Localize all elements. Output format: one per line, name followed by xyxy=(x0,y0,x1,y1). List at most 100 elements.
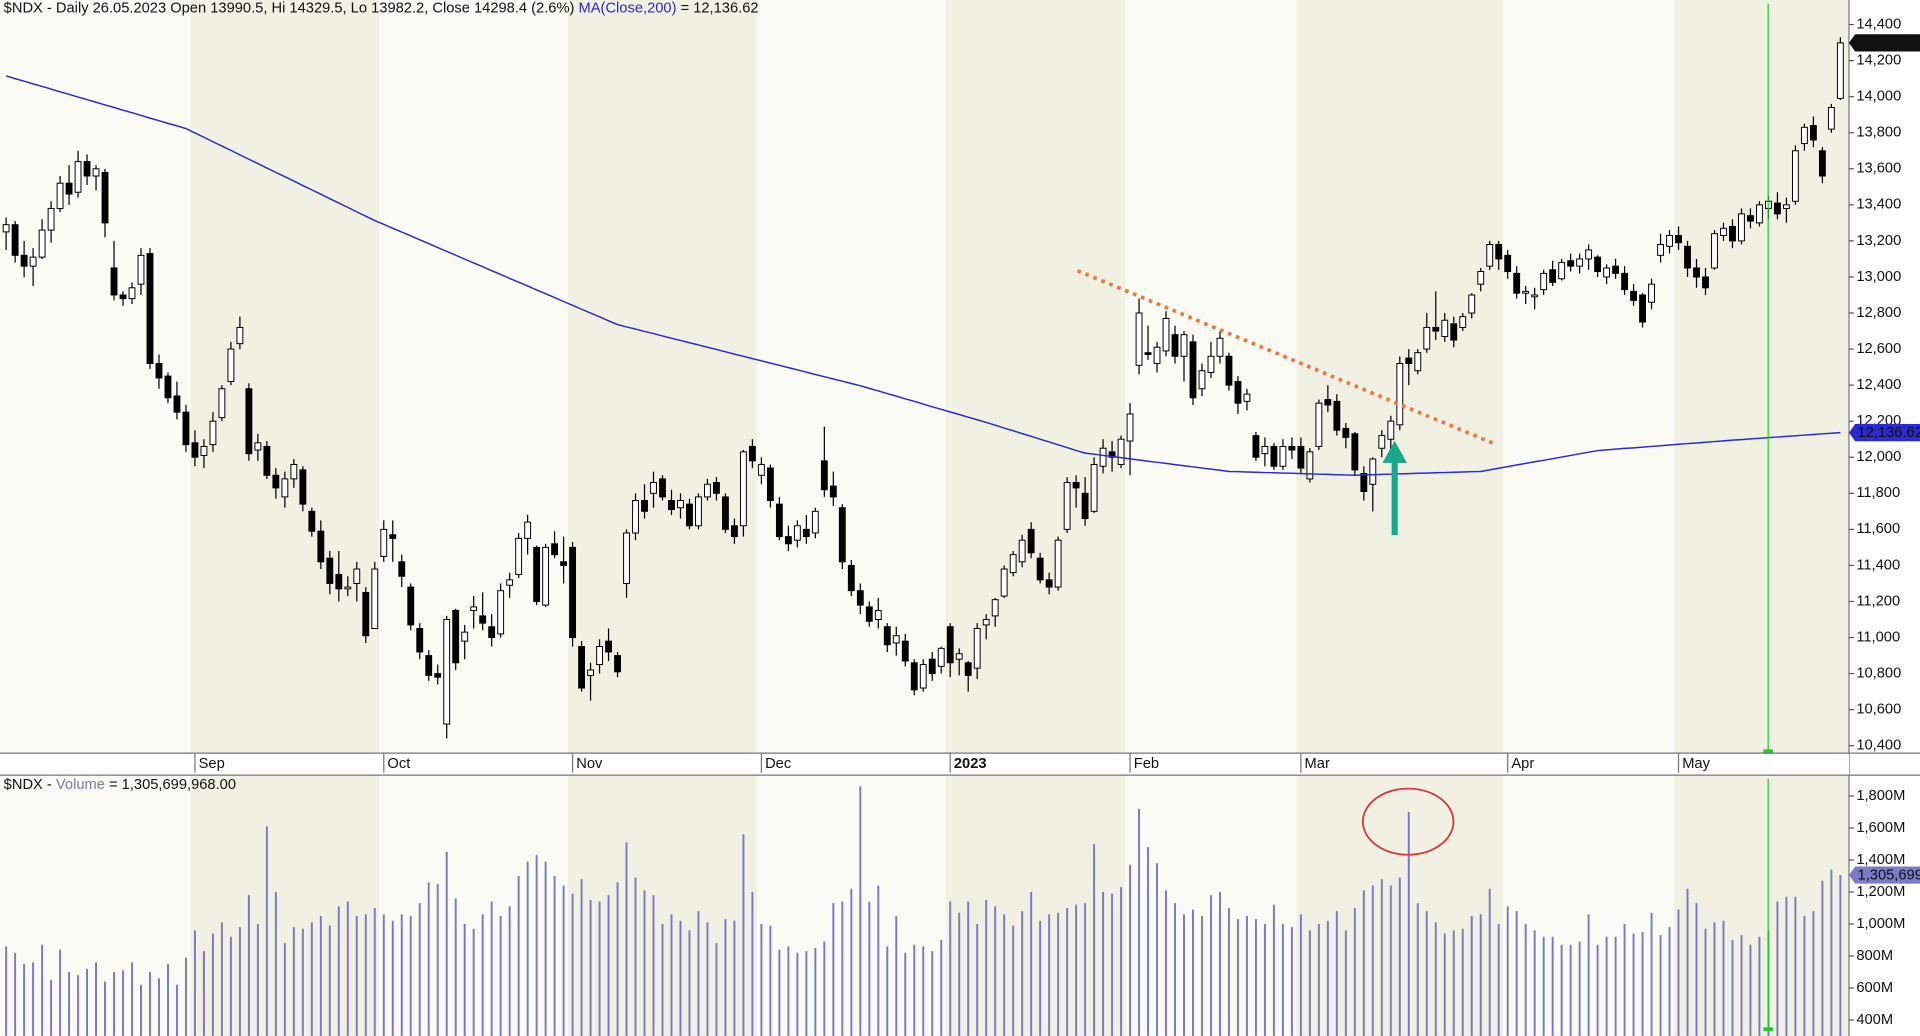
candle-body xyxy=(218,388,226,419)
volume-bar xyxy=(922,946,925,1036)
trend-line xyxy=(1076,268,1498,447)
volume-bar xyxy=(1605,936,1608,1036)
candle-body xyxy=(766,467,774,502)
candle-body xyxy=(1144,352,1152,355)
volume-bar xyxy=(1704,928,1707,1036)
candle-body xyxy=(578,646,586,689)
candle-body xyxy=(128,287,136,300)
volume-bar xyxy=(994,906,997,1036)
volume-bar xyxy=(1236,919,1239,1036)
volume-bar xyxy=(1183,914,1185,1036)
arrow-head xyxy=(1382,440,1407,463)
candle-body xyxy=(1288,445,1296,451)
volume-bar xyxy=(706,922,709,1036)
candle-body xyxy=(1675,235,1682,244)
candle-body xyxy=(910,662,918,691)
volume-bar xyxy=(1308,930,1311,1036)
candle-body xyxy=(452,610,460,664)
volume-bar xyxy=(220,922,223,1036)
volume-bar xyxy=(463,923,466,1036)
candle-body xyxy=(47,207,55,231)
candle-body xyxy=(254,442,262,451)
y-tick-label: 11,200 xyxy=(1856,593,1900,609)
candle-body xyxy=(1432,326,1440,332)
candle-body xyxy=(1729,225,1736,242)
candle-body xyxy=(470,606,478,611)
candle-body xyxy=(1827,107,1835,130)
candle-body xyxy=(407,586,415,626)
candle-body xyxy=(11,224,19,256)
volume-bar xyxy=(1353,907,1356,1036)
candle-body xyxy=(901,640,909,662)
candle-body xyxy=(1791,150,1799,202)
candle-body xyxy=(1621,272,1629,291)
candle-body xyxy=(1018,539,1026,563)
date-strip xyxy=(0,754,1849,776)
volume-bar xyxy=(346,901,349,1036)
month-band xyxy=(190,0,380,754)
volume-bar xyxy=(850,888,853,1036)
y-tick-label: 13,600 xyxy=(1856,161,1901,177)
candle-body xyxy=(775,503,783,538)
candle-body xyxy=(326,557,334,584)
volume-bar xyxy=(1021,911,1024,1036)
y-tick-label: 14,200 xyxy=(1856,52,1901,68)
candle-body xyxy=(398,561,406,577)
candle-body xyxy=(146,253,154,364)
candle-body xyxy=(1576,258,1584,267)
volume-bar xyxy=(967,901,970,1036)
candle-body xyxy=(1171,334,1179,357)
candle-body xyxy=(497,590,505,635)
candle-body xyxy=(964,662,972,676)
y-tick-label: 1,200M xyxy=(1856,884,1905,900)
volume-bar xyxy=(1218,891,1221,1036)
month-band xyxy=(1674,775,1849,1036)
candle-body xyxy=(1234,381,1242,404)
volume-bar xyxy=(1668,927,1671,1036)
candle-body xyxy=(1180,334,1188,357)
volume-bar xyxy=(985,899,988,1036)
volume-bar xyxy=(940,939,943,1036)
volume-bar xyxy=(751,891,754,1036)
candle-body xyxy=(1495,244,1503,260)
volume-bar xyxy=(859,786,862,1036)
candle-body xyxy=(119,294,127,300)
volume-bar xyxy=(490,901,493,1036)
month-band xyxy=(945,775,1126,1036)
candle-body xyxy=(1333,400,1341,431)
value-box xyxy=(1848,424,1920,442)
volume-bar xyxy=(661,923,664,1036)
volume-bar xyxy=(1066,907,1069,1036)
candle-body xyxy=(1666,235,1673,247)
month-band xyxy=(568,0,757,754)
volume-bar xyxy=(193,930,196,1036)
x-tick-label: Dec xyxy=(765,756,791,772)
candle-body xyxy=(650,482,657,494)
candle-body xyxy=(380,528,388,557)
candle-body xyxy=(1126,413,1134,442)
candle-body xyxy=(1153,346,1161,364)
volume-bar xyxy=(598,901,601,1036)
candle-body xyxy=(155,363,163,379)
volume-bar xyxy=(1461,928,1464,1036)
candle-body xyxy=(1081,492,1089,520)
candle-body xyxy=(1774,202,1781,215)
candle-body xyxy=(739,451,747,527)
volume-bar xyxy=(256,923,259,1036)
volume-bar xyxy=(1731,939,1734,1036)
volume-bar xyxy=(1407,811,1410,1036)
candle-body xyxy=(1405,357,1413,364)
candle-body xyxy=(668,500,675,511)
x-tick-label: Feb xyxy=(1134,756,1159,772)
candle-body xyxy=(1450,323,1458,341)
candle-body xyxy=(1297,445,1305,469)
volume-bar xyxy=(77,975,80,1036)
y-tick-label: 13,400 xyxy=(1856,197,1901,213)
candle-body xyxy=(191,442,199,458)
candle-body xyxy=(560,561,568,566)
volume-bar xyxy=(95,962,98,1036)
volume-bar xyxy=(1263,923,1266,1036)
volume-bar xyxy=(535,855,538,1036)
volume-bar xyxy=(113,971,115,1036)
volume-bar xyxy=(337,906,340,1036)
